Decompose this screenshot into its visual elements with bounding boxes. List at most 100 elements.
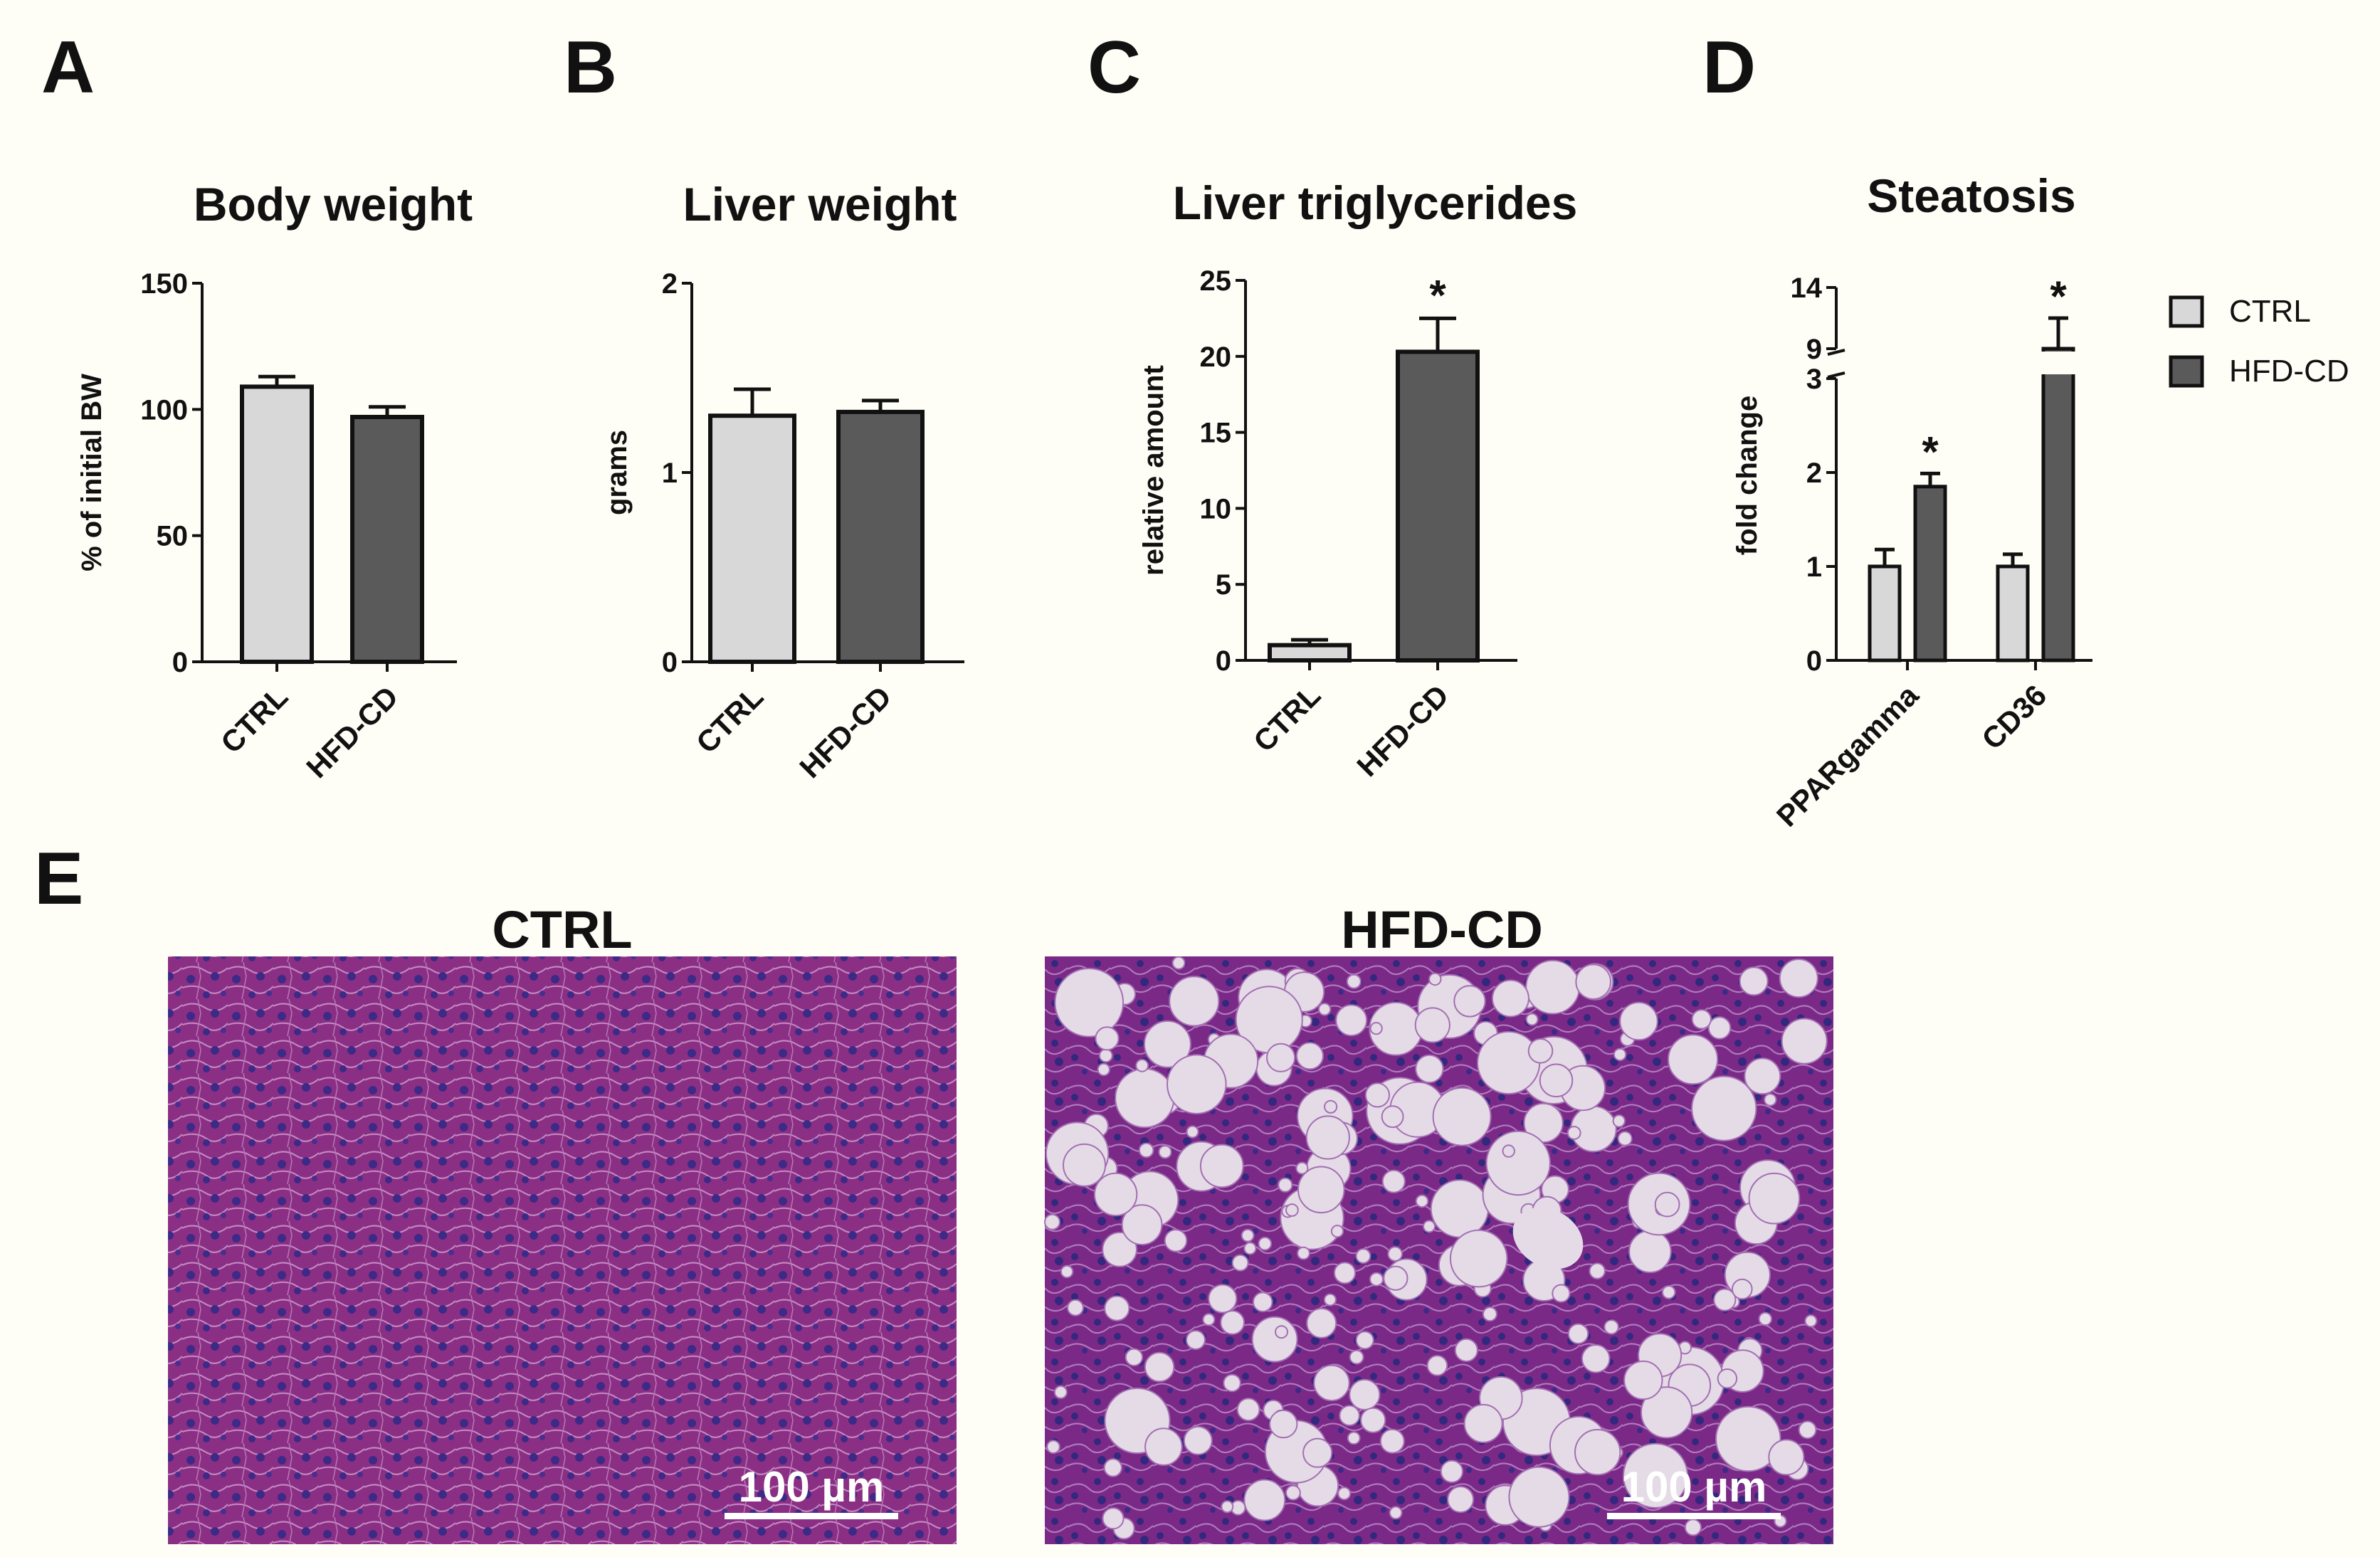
lipid-vacuole xyxy=(1313,1364,1350,1402)
lipid-vacuole xyxy=(1138,1142,1154,1158)
lipid-vacuole xyxy=(1567,1323,1589,1345)
panel-letter-c: C xyxy=(1088,26,1141,109)
lipid-vacuole xyxy=(1355,1248,1371,1264)
lipid-vacuole xyxy=(1612,1114,1626,1128)
lipid-vacuole xyxy=(1502,1144,1515,1158)
lipid-vacuole xyxy=(1798,1420,1817,1440)
lipid-vacuole xyxy=(1295,1042,1325,1070)
lipid-vacuole xyxy=(1335,1004,1368,1037)
y-tick-label: 0 xyxy=(1216,645,1231,677)
lipid-vacuole xyxy=(1567,1126,1581,1140)
lipid-vacuole xyxy=(1523,1102,1564,1144)
lipid-vacuole xyxy=(1428,972,1442,986)
lipid-vacuole xyxy=(1143,1020,1191,1068)
lipid-vacuole xyxy=(1208,1284,1238,1314)
lipid-vacuole xyxy=(1768,1439,1805,1476)
y-tick-label: 2 xyxy=(1806,458,1822,489)
bar xyxy=(1996,564,2030,663)
lipid-vacuole xyxy=(1306,1307,1337,1339)
lipid-vacuole xyxy=(1619,1001,1658,1041)
bar xyxy=(836,409,925,664)
lipid-vacuole xyxy=(1369,1022,1383,1035)
lipid-vacuole xyxy=(1739,966,1769,996)
lipid-vacuole xyxy=(1135,1059,1149,1072)
lipid-vacuole xyxy=(1684,1519,1702,1536)
y-tick-label: 15 xyxy=(1200,418,1232,449)
lipid-vacuole xyxy=(1115,1067,1175,1129)
lipid-vacuole xyxy=(1764,1093,1777,1107)
lipid-vacuole xyxy=(1067,1299,1084,1316)
lipid-vacuole xyxy=(1454,1338,1478,1363)
lipid-vacuole xyxy=(1525,1013,1539,1026)
lipid-vacuole xyxy=(1236,1398,1260,1422)
lipid-vacuole xyxy=(1804,1314,1818,1328)
lipid-vacuole xyxy=(1167,1054,1227,1114)
lipid-vacuole xyxy=(1668,1034,1719,1085)
lipid-vacuole xyxy=(1430,1179,1490,1238)
micrograph-ctrl-title: CTRL xyxy=(492,900,632,959)
lipid-vacuole xyxy=(1330,1225,1344,1238)
lipid-vacuole xyxy=(1713,1288,1737,1311)
scale-bar-ctrl xyxy=(725,1513,898,1519)
chart-title: Body weight xyxy=(194,178,473,231)
lipid-vacuole xyxy=(1613,1047,1627,1062)
x-tick-label: CTRL xyxy=(690,680,769,759)
lipid-vacuole xyxy=(1317,1003,1332,1016)
lipid-vacuole xyxy=(1095,1026,1120,1051)
chart-steatosis: Steatosis fold change * * 0 1 2 39 14 PPARgamma CD… xyxy=(1732,169,2349,833)
chart-liver-weight: Liver weight grams CTRL HFD-CD 0 1 2 xyxy=(601,178,964,784)
lipid-vacuole xyxy=(1302,1437,1333,1468)
legend-label: CTRL xyxy=(2229,294,2311,329)
lipid-vacuole xyxy=(1527,1038,1554,1064)
scale-bar-hfd xyxy=(1607,1513,1781,1519)
lipid-vacuole xyxy=(1199,1144,1244,1188)
x-tick-label: HFD-CD xyxy=(1350,678,1455,783)
lipid-vacuole xyxy=(1333,1262,1357,1284)
lipid-vacuole xyxy=(1364,1082,1391,1108)
lipid-vacuole xyxy=(1744,1057,1781,1095)
lipid-vacuole xyxy=(1707,1016,1732,1040)
lipid-vacuole xyxy=(1539,1063,1574,1098)
chart-title: Liver weight xyxy=(683,178,957,231)
lipid-vacuole xyxy=(1691,1009,1712,1030)
lipid-vacuole xyxy=(1346,973,1362,989)
y-tick-label: 2 xyxy=(662,268,678,300)
chart-body-weight: Body weight % of initial BW CTRL HFD-CD 0 50 1… xyxy=(76,178,473,784)
lipid-vacuole xyxy=(1779,959,1818,998)
bar xyxy=(240,384,314,664)
chart-liver-triglycerides: Liver triglycerides relative amount CTRL * H… xyxy=(1138,176,1577,783)
lipid-vacuole xyxy=(1093,1172,1138,1217)
lipid-vacuole xyxy=(1628,1230,1672,1273)
lipid-vacuole xyxy=(1617,1131,1633,1146)
y-tick-label: 0 xyxy=(172,647,188,678)
y-tick-label: 10 xyxy=(1200,493,1232,524)
lipid-vacuole xyxy=(1098,1048,1113,1063)
lipid-vacuole xyxy=(1604,1319,1619,1335)
lipid-vacuole xyxy=(1297,1166,1345,1214)
lipid-vacuole xyxy=(1781,1018,1828,1065)
y-tick-label: 1 xyxy=(1806,551,1822,583)
lipid-vacuole xyxy=(1285,1203,1299,1217)
lipid-vacuole xyxy=(1295,1161,1309,1175)
panel-letter-d: D xyxy=(1702,26,1756,109)
lipid-vacuole xyxy=(1379,1428,1405,1454)
lipid-vacuole xyxy=(1415,1054,1444,1084)
lipid-vacuole xyxy=(1575,964,1611,1000)
lipid-vacuole xyxy=(1369,1272,1384,1287)
lipid-vacuole xyxy=(1337,1487,1352,1501)
legend-swatch xyxy=(2169,295,2204,328)
lipid-vacuole xyxy=(1158,1145,1172,1159)
lipid-vacuole xyxy=(1482,1307,1497,1322)
lipid-vacuole xyxy=(1432,1087,1492,1146)
panel-letter-b: B xyxy=(564,26,617,109)
lipid-vacuole xyxy=(1258,1236,1273,1251)
lipid-vacuole xyxy=(1054,968,1125,1038)
chart-title: Steatosis xyxy=(1867,169,2075,222)
lipid-vacuole xyxy=(1220,1310,1245,1335)
lipid-vacuole xyxy=(1485,1130,1551,1196)
lipid-vacuole xyxy=(1440,1460,1464,1484)
chart-title: Liver triglycerides xyxy=(1173,176,1578,229)
lipid-vacuole xyxy=(1381,1105,1404,1129)
y-tick-label: 0 xyxy=(662,647,678,678)
significance-marker: * xyxy=(1922,428,1939,475)
